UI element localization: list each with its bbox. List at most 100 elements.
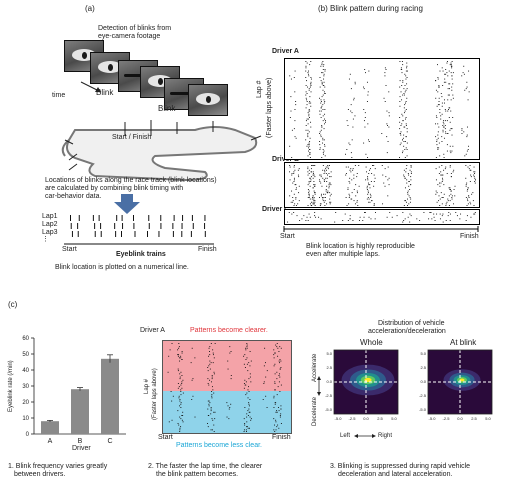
raster-dot <box>273 407 275 408</box>
panel-b-axis <box>283 226 479 232</box>
raster-dot <box>353 97 355 99</box>
raster-dot <box>369 187 371 189</box>
middle-ylabel: Lap # <box>144 378 150 394</box>
raster-dot <box>314 192 316 194</box>
raster-dot <box>351 198 353 200</box>
raster-dot <box>450 190 452 192</box>
raster-dot <box>262 399 264 400</box>
raster-dot <box>297 203 299 205</box>
raster-dot <box>442 129 444 131</box>
raster-dot <box>374 177 376 179</box>
raster-dot <box>213 371 215 373</box>
raster-dot <box>442 213 444 215</box>
raster-dot <box>245 359 247 360</box>
raster-dot <box>443 137 445 139</box>
raster-dot <box>445 220 447 221</box>
raster-dot <box>371 200 373 202</box>
raster-dot <box>447 88 449 90</box>
raster-dot <box>465 184 467 186</box>
raster-dot <box>325 189 327 190</box>
raster-dot <box>406 70 408 72</box>
raster-dot <box>306 216 308 218</box>
raster-dot <box>416 218 418 220</box>
raster-dot <box>280 360 282 362</box>
raster-dot <box>309 153 311 155</box>
raster-dot <box>349 177 351 179</box>
raster-dot <box>443 169 445 171</box>
raster-dot <box>437 91 439 93</box>
heat-frame <box>333 349 399 415</box>
raster-dot <box>179 429 181 431</box>
raster-dot <box>295 101 297 102</box>
raster-dot <box>364 69 366 70</box>
raster-dot <box>208 384 210 386</box>
raster-dot <box>294 136 296 138</box>
raster-dot <box>402 94 404 96</box>
raster-dot <box>388 177 390 179</box>
raster-dot <box>435 168 437 170</box>
raster-dot <box>178 354 180 356</box>
raster-dot <box>385 69 387 70</box>
raster-dot <box>364 112 366 114</box>
middle-caption-1: 2. The faster the lap time, the clearer <box>148 463 263 470</box>
raster-dot <box>348 142 350 144</box>
raster-dot <box>323 64 325 66</box>
raster-dot <box>364 212 366 213</box>
raster-dot <box>450 176 452 178</box>
raster-dot <box>448 88 450 90</box>
raster-dot <box>279 362 281 364</box>
raster-dot <box>310 126 312 128</box>
raster-dot <box>309 177 311 179</box>
panel-b-title: (b) Blink pattern during racing <box>318 4 423 13</box>
raster-dot <box>265 376 267 378</box>
raster-dot <box>351 179 353 181</box>
raster-dot <box>441 197 443 198</box>
driver-c-label: Driver C <box>262 206 290 213</box>
raster-dot <box>403 134 405 136</box>
raster-dot <box>444 109 446 110</box>
raster-dot <box>179 416 181 418</box>
raster-dot <box>444 78 446 80</box>
raster-dot <box>445 69 447 70</box>
raster-dot <box>210 362 212 364</box>
raster-dot <box>319 147 321 149</box>
raster-dot <box>438 126 440 128</box>
panel-b-ylabel: Lap # <box>256 80 263 98</box>
raster-dot <box>287 221 289 223</box>
raster-dot <box>446 201 448 203</box>
raster-dot <box>208 405 210 407</box>
raster-dot <box>406 155 408 157</box>
raster-dot <box>293 181 295 182</box>
raster-dot <box>294 120 296 122</box>
raster-dot <box>369 201 371 203</box>
raster-dot <box>441 177 443 179</box>
heat-y-tick: 2.5 <box>420 365 426 370</box>
raster-dot <box>180 391 182 392</box>
raster-dot <box>409 169 411 171</box>
raster-dot <box>466 205 468 206</box>
raster-dot <box>293 77 295 78</box>
heat-contour <box>459 378 465 382</box>
raster-dot <box>448 70 450 72</box>
heat-x-tick: 0.0 <box>457 416 463 421</box>
raster-dot <box>289 179 291 181</box>
raster-dot <box>246 416 248 418</box>
middle-finish: Finish <box>272 434 291 441</box>
raster-dot <box>456 215 458 217</box>
raster-dot <box>181 383 183 384</box>
raster-dot <box>289 75 291 77</box>
raster-dot <box>406 182 408 184</box>
raster-dot <box>399 105 401 107</box>
raster-dot <box>328 187 330 189</box>
raster-dot <box>249 399 251 400</box>
raster-dot <box>177 387 179 389</box>
raster-dot <box>321 126 323 128</box>
time-label: time <box>52 92 66 99</box>
bar-y-tick-label: 50 <box>22 352 29 358</box>
raster-dot <box>266 407 268 408</box>
raster-dot <box>320 107 322 109</box>
raster-dot <box>453 203 455 205</box>
raster-dot <box>405 102 407 104</box>
raster-dot <box>177 354 179 356</box>
raster-dot <box>468 91 470 93</box>
